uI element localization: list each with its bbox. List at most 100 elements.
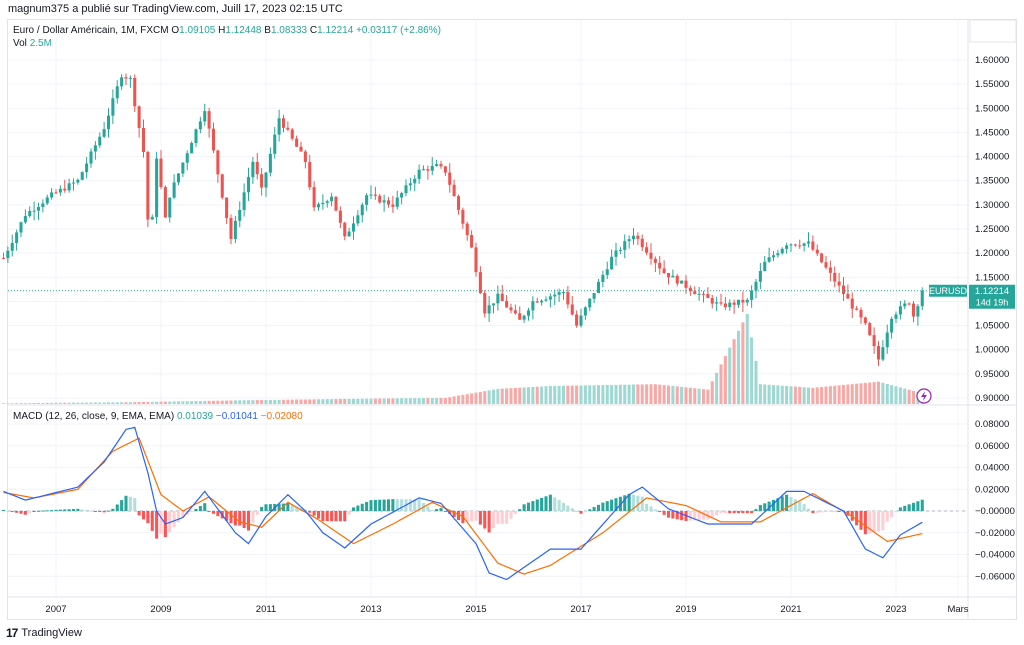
macd-histogram-bar (745, 511, 749, 514)
volume-bar (426, 398, 430, 404)
candle-body (461, 209, 465, 224)
candle-body (596, 282, 601, 294)
price-tick-label: 1.35000 (975, 176, 1009, 187)
time-tick-label: 2019 (675, 604, 696, 615)
candle-body (885, 332, 889, 348)
volume-bar (640, 384, 644, 404)
candle-body (793, 244, 797, 246)
volume-bar (373, 398, 377, 404)
candle-body (636, 235, 640, 239)
macd-histogram-bar (400, 499, 404, 511)
volume-bar (824, 386, 828, 404)
macd-title[interactable]: MACD (12, 26, close, 9, EMA, EMA) (13, 411, 175, 422)
candle-body (601, 274, 605, 283)
macd-histogram-bar (741, 511, 745, 514)
candle-body (343, 222, 347, 237)
volume-bar (207, 400, 211, 404)
macd-histogram-bar (395, 499, 399, 511)
macd-histogram-bar (120, 500, 124, 511)
volume-bar (535, 386, 539, 404)
macd-histogram-bar (260, 506, 264, 511)
volume-bar (548, 386, 552, 404)
price-tick-label: 0.95000 (975, 369, 1009, 380)
volume-bar (98, 402, 102, 404)
volume-bar (321, 399, 325, 404)
candle-body (67, 183, 71, 191)
macd-histogram-bar (343, 511, 347, 522)
macd-histogram-bar (382, 499, 386, 511)
candle-body (286, 127, 290, 130)
close-label: C (309, 25, 318, 36)
volume-bar (365, 398, 369, 404)
volume-bar (715, 372, 719, 404)
macd-histogram-bar (710, 511, 714, 518)
volume-bar (483, 391, 487, 404)
macd-histogram-bar (680, 511, 684, 521)
macd-histogram-bar (868, 511, 872, 534)
macd-histogram-bar (623, 495, 627, 511)
volume-bar (806, 387, 811, 404)
volume-bar (653, 384, 657, 404)
macd-histogram-bar (701, 511, 706, 520)
symbol-title[interactable]: Euro / Dollar Américain, 1M, FXCM (13, 25, 169, 36)
volume-bar (566, 385, 570, 404)
price-tick-label: 1.60000 (975, 55, 1009, 66)
volume-bar (636, 384, 640, 404)
volume-bar (789, 386, 793, 404)
volume-bar (680, 386, 684, 404)
volume-bar (728, 347, 732, 404)
macd-histogram-bar (430, 509, 434, 511)
volume-bar (281, 399, 286, 404)
candle-body (98, 136, 102, 146)
volume-bar (295, 399, 299, 404)
candle-body (400, 193, 404, 198)
macd-histogram-bar (754, 509, 758, 511)
macd-histogram-bar (417, 499, 421, 511)
macd-histogram-bar (63, 509, 67, 511)
volume-bar (382, 398, 386, 404)
macd-histogram-bar (141, 511, 146, 520)
candle-body (754, 281, 758, 291)
candle-body (347, 231, 351, 237)
macd-histogram-bar (518, 509, 522, 511)
candle-body (417, 169, 421, 179)
macd-histogram-bar (334, 511, 338, 522)
volume-bar (855, 383, 859, 404)
volume-bar (421, 398, 426, 404)
volume-bar (1, 403, 6, 404)
macd-histogram-bar (85, 510, 89, 512)
candle-body (487, 305, 491, 314)
macd-histogram-bar (732, 511, 736, 514)
macd-histogram-bar (859, 511, 863, 530)
volume-bar (658, 384, 662, 404)
macd-histogram-bar (246, 511, 251, 531)
volume-bar (837, 385, 841, 404)
volume-bar (645, 384, 649, 404)
candle-body (526, 310, 531, 316)
candle-body (557, 292, 561, 295)
macd-histogram-bar (763, 503, 767, 511)
candle-body (570, 304, 574, 315)
candle-body (225, 197, 229, 219)
candle-body (356, 215, 360, 224)
candle-body (522, 315, 526, 320)
candle-body (561, 291, 566, 293)
volume-bar (763, 384, 767, 404)
macd-histogram-bar (640, 496, 644, 511)
macd-histogram-bar (251, 511, 255, 523)
macd-histogram-bar (750, 511, 754, 514)
macd-histogram-bar (820, 511, 824, 513)
candle-body (58, 188, 62, 193)
volume-bar (41, 402, 45, 404)
candle-body (780, 248, 784, 254)
candle-body (710, 298, 714, 304)
volume-bar (216, 400, 220, 404)
candle-body (789, 244, 793, 246)
volume-label[interactable]: Vol (13, 38, 27, 49)
candle-body (837, 281, 841, 286)
candle-body (373, 194, 377, 196)
volume-bar (15, 403, 19, 404)
candle-body (876, 346, 881, 360)
macd-histogram-bar (15, 511, 19, 513)
